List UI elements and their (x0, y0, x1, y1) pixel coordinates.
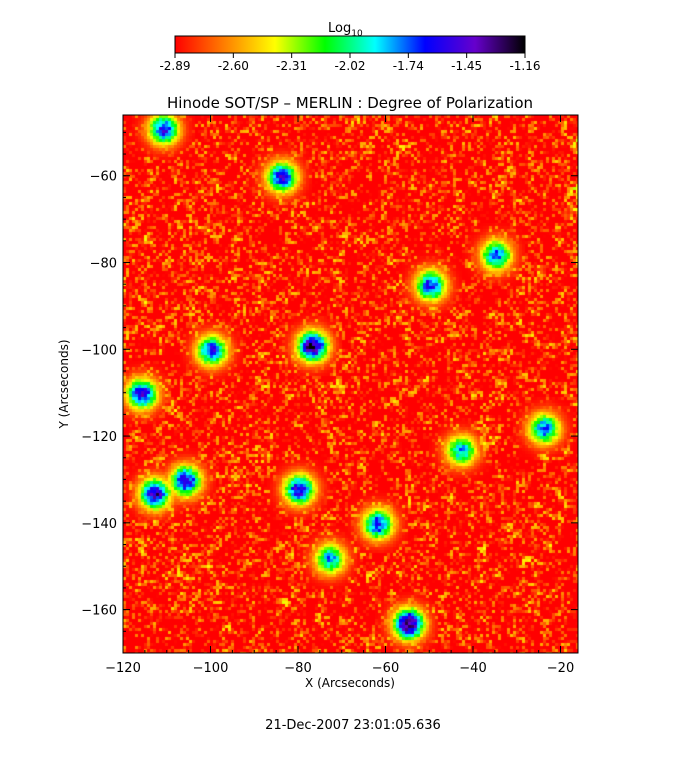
y-tick-label: −140 (81, 517, 117, 532)
y-axis-label: Y (Arcseconds) (57, 339, 71, 429)
colorbar: Log10 -2.89 -2.60 -2.31 -2.02 -1.74 -1.45 -1.1… (159, 21, 540, 73)
y-axis: −160 −140 −120 −100 −80 −60 (81, 131, 578, 654)
timestamp: 21-Dec-2007 23:01:05.636 (265, 718, 441, 733)
x-tick-label: −20 (547, 661, 574, 676)
chart-title: Hinode SOT/SP – MERLIN : Degree of Polar… (167, 94, 533, 112)
colorbar-tick-label: -2.02 (334, 59, 365, 73)
heatmap-image (123, 115, 578, 653)
colorbar-tick-label: -1.74 (393, 59, 424, 73)
y-tick-label: −60 (90, 170, 117, 185)
x-tick-label: −120 (105, 661, 141, 676)
colorbar-label-base: Log (328, 21, 351, 36)
heatmap-canvas (123, 115, 578, 653)
colorbar-label-sub: 10 (351, 29, 363, 39)
y-tick-label: −100 (81, 343, 117, 358)
plot-frame (122, 114, 579, 654)
y-tick-label: −80 (90, 257, 117, 272)
colorbar-tick-label: -1.45 (451, 59, 482, 73)
colorbar-gradient (174, 35, 526, 54)
colorbar-tick-label: -2.31 (276, 59, 307, 73)
colorbar-tick-label: -2.89 (159, 59, 190, 73)
x-tick-label: −80 (284, 661, 311, 676)
colorbar-tick-label: -2.60 (218, 59, 249, 73)
y-tick-label: −160 (81, 604, 117, 619)
x-axis-label: X (Arcseconds) (305, 676, 395, 690)
y-tick-label: −120 (81, 430, 117, 445)
x-tick-label: −60 (372, 661, 399, 676)
colorbar-tick-label: -1.16 (509, 59, 540, 73)
x-tick-label: −100 (193, 661, 229, 676)
colorbar-label: Log10 (328, 21, 363, 39)
colorbar-ticks: -2.89 -2.60 -2.31 -2.02 -1.74 -1.45 -1.16 (159, 53, 541, 73)
x-tick-label: −40 (459, 661, 486, 676)
x-axis: −120 −100 −80 −60 −40 −20 (105, 115, 574, 676)
